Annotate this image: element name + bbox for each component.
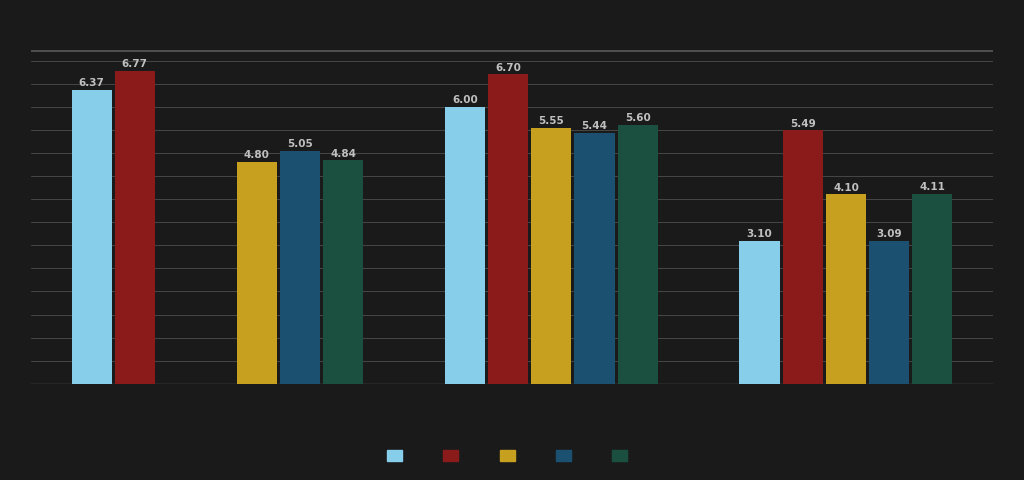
Text: 5.05: 5.05 xyxy=(287,139,312,148)
Bar xyxy=(237,163,276,384)
Text: 6.00: 6.00 xyxy=(452,95,478,105)
Bar xyxy=(531,128,571,384)
Text: 4.84: 4.84 xyxy=(330,148,356,158)
Bar xyxy=(444,108,485,384)
Text: 3.10: 3.10 xyxy=(746,228,772,239)
Bar xyxy=(323,161,364,384)
Text: 5.55: 5.55 xyxy=(539,116,564,125)
Bar xyxy=(782,131,823,384)
Bar xyxy=(739,241,779,384)
Text: 5.49: 5.49 xyxy=(790,118,815,128)
Legend: , , , , : , , , , xyxy=(382,444,642,468)
Bar xyxy=(280,151,319,384)
Bar xyxy=(617,126,657,384)
Text: 5.44: 5.44 xyxy=(582,120,607,131)
Text: 4.10: 4.10 xyxy=(833,182,859,192)
Bar xyxy=(488,75,528,384)
Text: 4.11: 4.11 xyxy=(920,182,945,192)
Bar xyxy=(115,72,155,384)
Text: 6.77: 6.77 xyxy=(122,60,147,69)
Bar xyxy=(574,133,614,384)
Bar xyxy=(825,195,866,384)
Bar xyxy=(912,194,952,384)
Text: 3.09: 3.09 xyxy=(877,229,902,239)
Text: 5.60: 5.60 xyxy=(625,113,650,123)
Text: 6.37: 6.37 xyxy=(79,78,104,88)
Text: 4.80: 4.80 xyxy=(244,150,269,160)
Bar xyxy=(869,241,909,384)
Text: 6.70: 6.70 xyxy=(496,62,521,72)
Bar xyxy=(72,90,112,384)
